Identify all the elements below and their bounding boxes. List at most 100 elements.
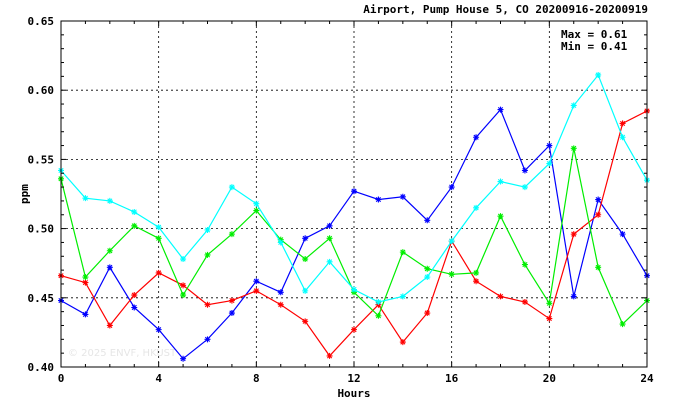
series-0 <box>58 106 650 362</box>
data-point <box>570 102 577 109</box>
data-point <box>155 235 162 242</box>
data-point <box>570 231 577 238</box>
data-point <box>106 322 113 329</box>
data-point <box>473 269 480 276</box>
data-point <box>448 184 455 191</box>
data-point <box>326 258 333 265</box>
data-point <box>82 279 89 286</box>
y-tick-label: 0.55 <box>28 153 55 166</box>
y-tick-label: 0.65 <box>28 15 55 28</box>
data-point <box>326 352 333 359</box>
data-point <box>448 238 455 245</box>
data-point <box>521 184 528 191</box>
chart-title: Airport, Pump House 5, CO 20200916-20200… <box>363 3 648 16</box>
data-point <box>595 211 602 218</box>
data-point <box>473 134 480 141</box>
data-point <box>570 293 577 300</box>
data-point <box>204 226 211 233</box>
x-tick-label: 24 <box>640 372 654 385</box>
data-point <box>375 312 382 319</box>
data-point <box>82 274 89 281</box>
data-point <box>351 326 357 333</box>
data-point <box>399 339 406 346</box>
data-point <box>228 231 235 238</box>
data-point <box>546 160 553 167</box>
data-point <box>619 231 626 238</box>
data-point <box>521 167 528 174</box>
x-tick-label: 20 <box>543 372 556 385</box>
data-point <box>253 278 260 285</box>
data-point <box>399 193 406 200</box>
data-point <box>228 184 235 191</box>
x-axis-label: Hours <box>337 387 370 400</box>
x-tick-label: 16 <box>445 372 459 385</box>
data-point <box>351 286 357 293</box>
data-point <box>497 293 504 300</box>
data-point <box>302 256 309 263</box>
data-point <box>448 271 455 278</box>
data-point <box>302 318 309 325</box>
data-point <box>399 249 406 256</box>
data-point <box>473 278 480 285</box>
data-point <box>521 298 528 305</box>
data-point <box>351 188 357 195</box>
data-point <box>424 265 431 272</box>
x-tick-label: 4 <box>155 372 162 385</box>
data-point <box>302 235 309 242</box>
x-tick-label: 12 <box>347 372 360 385</box>
data-point <box>546 315 553 322</box>
data-point <box>302 287 309 294</box>
min-annotation: Min = 0.41 <box>561 40 628 53</box>
data-point <box>619 120 626 127</box>
data-point <box>619 134 626 141</box>
data-point <box>228 297 235 304</box>
data-point <box>155 269 162 276</box>
data-point <box>546 300 553 307</box>
data-point <box>473 204 480 211</box>
y-tick-label: 0.50 <box>28 223 55 236</box>
series-3 <box>58 71 650 305</box>
data-point <box>253 200 260 207</box>
data-point <box>497 106 504 113</box>
data-point <box>595 196 602 203</box>
data-point <box>131 292 138 299</box>
data-point <box>497 178 504 185</box>
data-point <box>497 213 504 220</box>
data-point <box>155 326 162 333</box>
data-point <box>375 298 382 305</box>
data-point <box>106 264 113 271</box>
data-point <box>546 142 553 149</box>
data-point <box>253 287 260 294</box>
data-point <box>570 145 577 152</box>
data-point <box>375 196 382 203</box>
data-point <box>180 355 187 362</box>
data-point <box>180 282 187 289</box>
x-tick-label: 0 <box>58 372 65 385</box>
data-point <box>155 224 162 231</box>
data-point <box>228 310 235 317</box>
data-point <box>326 222 333 229</box>
series-layer <box>58 71 650 362</box>
max-annotation: Max = 0.61 <box>561 28 628 41</box>
x-tick-label: 8 <box>253 372 260 385</box>
data-point <box>106 247 113 254</box>
data-point <box>204 251 211 258</box>
data-point <box>619 321 626 328</box>
data-point <box>595 264 602 271</box>
series-1 <box>58 107 650 359</box>
data-point <box>595 71 602 78</box>
data-point <box>277 289 284 296</box>
data-point <box>326 235 333 242</box>
data-point <box>180 256 187 263</box>
data-point <box>521 261 528 268</box>
data-point <box>180 292 187 299</box>
y-axis: 0.40 0.45 0.50 0.55 0.60 0.65 <box>28 15 647 374</box>
data-point <box>424 310 431 317</box>
data-point <box>277 239 284 246</box>
data-point <box>82 195 89 202</box>
chart-watermark: © 2025 ENVF, HKUST <box>68 348 177 359</box>
y-tick-label: 0.40 <box>28 361 55 374</box>
data-point <box>131 208 138 215</box>
data-point <box>131 222 138 229</box>
